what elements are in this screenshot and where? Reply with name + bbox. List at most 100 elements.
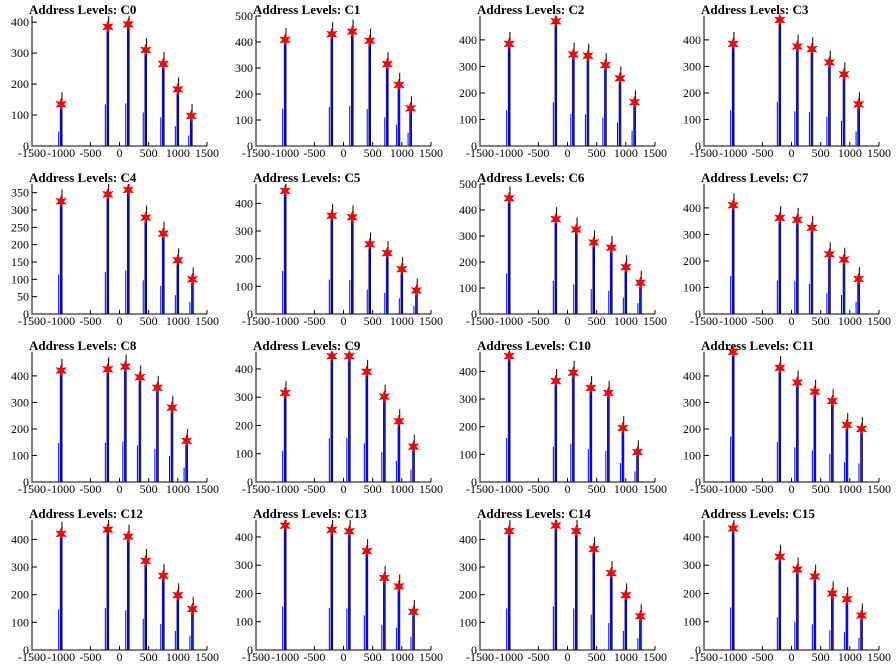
x-tick-label: 0 [117, 146, 123, 160]
x-tick-label: -500 [751, 146, 773, 160]
x-tick-label: -1000 [271, 482, 299, 496]
y-tick-label: 0 [471, 139, 477, 153]
y-tick-label: 400 [235, 35, 253, 49]
peak-marker [279, 33, 292, 47]
y-tick-label: 150 [11, 255, 29, 269]
peak-marker [346, 24, 359, 39]
x-tick-label: 1500 [195, 146, 219, 160]
y-tick-label: 200 [11, 422, 29, 436]
y-tick-label: 200 [683, 422, 701, 436]
x-tick-label: -1500 [18, 482, 46, 496]
x-tick-label: 1000 [390, 314, 414, 328]
y-tick-label: 300 [683, 59, 701, 73]
x-tick-label: -1000 [719, 146, 747, 160]
y-tick-label: 300 [235, 224, 253, 238]
x-tick-label: -500 [79, 314, 101, 328]
y-tick-label: 200 [683, 254, 701, 268]
peak-marker [393, 414, 405, 429]
peak-marker [55, 194, 68, 209]
chart-title: Address Levels: C3 [701, 2, 809, 17]
chart-title: Address Levels: C14 [477, 506, 591, 521]
x-tick-label: 0 [117, 482, 123, 496]
histogram-chart: Address Levels: C8 0 100 200 300 400 -1500 -100… [11, 338, 219, 496]
x-tick-label: -500 [751, 650, 773, 664]
y-tick-label: 300 [11, 203, 29, 217]
x-tick-label: 1000 [166, 650, 190, 664]
y-tick-label: 400 [683, 530, 701, 544]
y-tick-label: 300 [11, 46, 29, 60]
peak-marker [157, 57, 170, 71]
x-tick-label: 500 [140, 314, 158, 328]
x-tick-label: 1500 [867, 650, 891, 664]
y-tick-label: 200 [459, 255, 477, 269]
peak-marker [503, 524, 516, 538]
chart-panel: Address Levels: C15 0 100 200 300 400 -1500 -10… [672, 504, 896, 672]
y-tick-label: 350 [11, 186, 29, 200]
peak-marker [407, 439, 420, 454]
peak-marker [549, 212, 562, 226]
x-tick-label: -1000 [271, 650, 299, 664]
peak-marker [838, 252, 850, 267]
x-tick-label: 1000 [614, 314, 638, 328]
peak-marker [855, 422, 868, 436]
histogram-chart: Address Levels: C3 0 100 200 300 400 -1500 -100… [683, 2, 891, 160]
peak-marker [186, 272, 199, 287]
peak-marker [343, 524, 356, 539]
x-tick-label: -1000 [271, 146, 299, 160]
y-tick-label: 100 [459, 615, 477, 629]
x-tick-label: -500 [527, 314, 549, 328]
peak-marker [808, 385, 821, 399]
histogram-chart: Address Levels: C5 0 100 200 300 400 -1500 -100… [235, 170, 443, 328]
x-tick-label: 500 [364, 650, 382, 664]
x-tick-label: 0 [565, 650, 571, 664]
x-tick-label: -1000 [47, 650, 75, 664]
x-tick-label: -1500 [690, 146, 718, 160]
x-tick-label: 1000 [614, 650, 638, 664]
chart-panel: Address Levels: C3 0 100 200 300 400 -1500 -100… [672, 0, 896, 168]
histogram-chart: Address Levels: C11 0 100 200 300 400 -1500 -10… [683, 338, 891, 496]
y-tick-label: 400 [11, 15, 29, 29]
y-tick-label: 300 [459, 59, 477, 73]
x-tick-label: 0 [341, 314, 347, 328]
x-tick-label: 1000 [614, 482, 638, 496]
chart-panel: Address Levels: C12 0 100 200 300 400 -1500 -10… [0, 504, 224, 672]
x-tick-label: 0 [789, 650, 795, 664]
chart-title: Address Levels: C7 [701, 170, 809, 185]
y-tick-label: 0 [23, 643, 29, 657]
y-tick-label: 100 [683, 448, 701, 462]
peak-marker [157, 226, 170, 241]
y-tick-label: 400 [683, 201, 701, 215]
x-tick-label: -1500 [242, 314, 270, 328]
peak-marker [139, 43, 152, 57]
x-tick-label: 500 [812, 146, 830, 160]
y-tick-label: 300 [459, 560, 477, 574]
y-tick-label: 0 [471, 307, 477, 321]
x-tick-label: 500 [812, 314, 830, 328]
peak-marker [631, 445, 644, 459]
x-tick-label: 1500 [195, 650, 219, 664]
chart-title: Address Levels: C13 [253, 506, 367, 521]
y-tick-label: 100 [235, 113, 253, 127]
peak-marker [101, 522, 114, 537]
x-tick-label: 0 [117, 650, 123, 664]
peak-marker [55, 363, 68, 378]
x-tick-label: 1500 [867, 314, 891, 328]
y-tick-label: 400 [683, 369, 701, 383]
x-tick-label: 1000 [838, 146, 862, 160]
peak-marker [549, 374, 562, 388]
chart-title: Address Levels: C15 [701, 506, 815, 521]
x-tick-label: -1500 [690, 650, 718, 664]
x-tick-label: -1000 [47, 314, 75, 328]
y-tick-label: 300 [683, 227, 701, 241]
x-tick-label: -500 [303, 650, 325, 664]
peak-marker [186, 602, 199, 616]
peak-marker [180, 434, 193, 448]
x-tick-label: -1500 [242, 146, 270, 160]
chart-panel: Address Levels: C9 0 100 200 300 400 -1500 -100… [224, 336, 448, 504]
peak-marker [134, 370, 146, 384]
peak-marker [634, 276, 647, 290]
x-tick-label: -1500 [466, 146, 494, 160]
peak-marker [791, 562, 804, 577]
peak-marker [791, 375, 804, 390]
x-tick-label: 500 [364, 482, 382, 496]
